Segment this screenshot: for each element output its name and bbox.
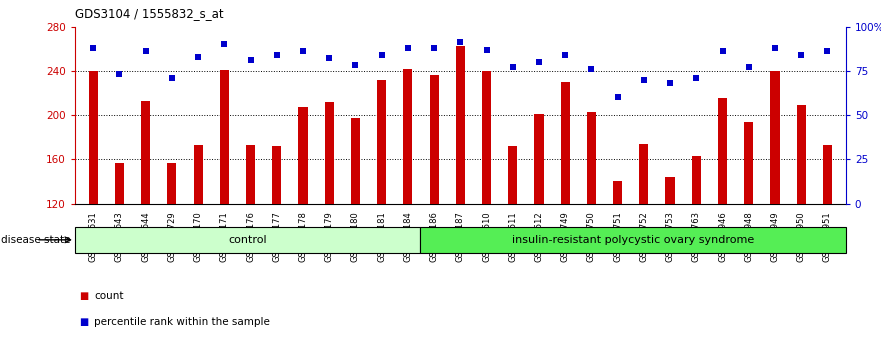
Point	[584, 66, 598, 72]
Point	[820, 48, 834, 54]
Point	[611, 95, 625, 100]
Bar	[587, 112, 596, 204]
Bar	[89, 71, 98, 204]
Bar	[377, 80, 386, 204]
Bar	[560, 82, 570, 204]
Bar	[141, 101, 151, 204]
Bar	[324, 102, 334, 204]
Point	[663, 80, 677, 86]
Bar	[272, 146, 281, 204]
Point	[715, 48, 729, 54]
Point	[348, 63, 362, 68]
Bar	[246, 145, 255, 204]
Bar	[744, 122, 753, 204]
Bar	[535, 114, 544, 204]
Bar	[430, 75, 439, 204]
Bar	[665, 177, 675, 204]
Text: control: control	[228, 235, 267, 245]
Bar	[167, 162, 176, 204]
Bar	[613, 181, 622, 204]
Bar	[455, 46, 465, 204]
Bar	[420, 227, 846, 253]
Text: ■: ■	[79, 291, 88, 301]
Bar	[194, 145, 203, 204]
Point	[794, 52, 808, 58]
Point	[427, 45, 441, 51]
Point	[506, 64, 520, 70]
Point	[191, 54, 205, 59]
Bar	[508, 146, 517, 204]
Bar	[770, 71, 780, 204]
Point	[742, 64, 756, 70]
Bar	[219, 70, 229, 204]
Bar	[718, 98, 727, 204]
Bar	[482, 71, 491, 204]
Text: disease state: disease state	[1, 235, 70, 245]
Bar	[75, 227, 420, 253]
Text: insulin-resistant polycystic ovary syndrome: insulin-resistant polycystic ovary syndr…	[512, 235, 754, 245]
Point	[243, 57, 257, 63]
Text: GDS3104 / 1555832_s_at: GDS3104 / 1555832_s_at	[75, 7, 224, 21]
Point	[138, 48, 152, 54]
Point	[689, 75, 703, 81]
Bar	[403, 69, 412, 204]
Bar	[692, 156, 701, 204]
Point	[768, 45, 782, 51]
Text: ■: ■	[79, 317, 88, 327]
Point	[296, 48, 310, 54]
Point	[479, 47, 493, 52]
Point	[113, 72, 127, 77]
Point	[322, 56, 337, 61]
Point	[532, 59, 546, 65]
Bar	[640, 144, 648, 204]
Point	[374, 52, 389, 58]
Point	[165, 75, 179, 81]
Point	[559, 52, 573, 58]
Point	[454, 40, 468, 45]
Point	[401, 45, 415, 51]
Point	[86, 45, 100, 51]
Point	[637, 77, 651, 82]
Bar	[115, 162, 124, 204]
Bar	[823, 145, 832, 204]
Bar	[299, 107, 307, 204]
Bar	[351, 118, 360, 204]
Point	[270, 52, 284, 58]
Text: count: count	[94, 291, 123, 301]
Bar	[796, 105, 806, 204]
Point	[218, 41, 232, 47]
Text: percentile rank within the sample: percentile rank within the sample	[94, 317, 270, 327]
